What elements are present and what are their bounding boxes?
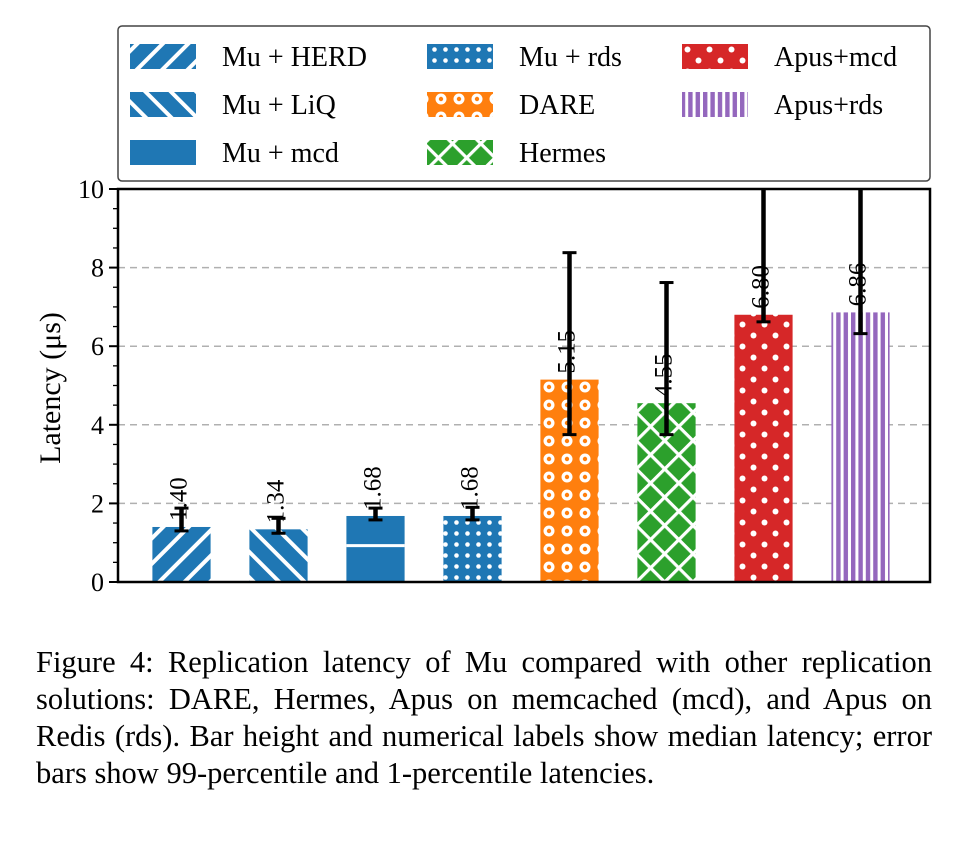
- bars: [152, 312, 890, 582]
- legend-label: Apus+mcd: [774, 42, 897, 73]
- y-axis-label: Latency (μs): [34, 312, 67, 464]
- grid-lines: [118, 266, 930, 505]
- plot-frame: [116, 187, 932, 584]
- chart-svg: 1.40 1.34 1.68 1.68 5.15 4.55 6.80 6.86 0 2 4 6 8 10…: [34, 25, 932, 597]
- y-tick-label: 0: [91, 568, 104, 597]
- axes: 0 2 4 6 8 10: [78, 175, 932, 597]
- value-label: 6.86: [845, 263, 872, 307]
- legend-swatch: [427, 44, 493, 69]
- legend-label: Mu + HERD: [222, 42, 367, 73]
- legend-swatch: [130, 44, 196, 69]
- value-label: 1.68: [360, 466, 387, 510]
- value-label: 4.55: [651, 353, 678, 397]
- error-bars: [174, 189, 868, 535]
- legend-swatch: [130, 140, 196, 165]
- legend: Mu + HERD Mu + LiQ Mu + mcd Mu + rds DARE Her…: [117, 25, 931, 182]
- legend-label: Apus+rds: [774, 90, 883, 121]
- value-labels: 1.40 1.34 1.68 1.68 5.15 4.55 6.80 6.86: [166, 263, 872, 524]
- chart: 1.40 1.34 1.68 1.68 5.15 4.55 6.80 6.86 0 2 4 6 8 10…: [34, 25, 932, 597]
- legend-swatch: [427, 140, 493, 165]
- y-tick-label: 2: [91, 489, 104, 518]
- value-label: 1.34: [263, 479, 290, 523]
- y-tick-label: 8: [91, 254, 104, 283]
- value-label: 6.80: [748, 265, 775, 309]
- legend-swatch: [130, 92, 196, 117]
- bar-mu-liq: [249, 529, 308, 582]
- y-tick-label: 10: [78, 175, 104, 204]
- bar-apus-mcd: [734, 314, 793, 582]
- bar-apus-rds: [831, 312, 890, 582]
- y-tick-label: 4: [91, 411, 104, 440]
- legend-label: Mu + mcd: [222, 138, 339, 169]
- bar-mu-mcd: [346, 515, 405, 582]
- y-tick-label: 6: [91, 332, 104, 361]
- bar-mu-herd: [152, 526, 211, 582]
- figure-caption: Figure 4: Replication latency of Mu comp…: [36, 645, 932, 790]
- value-label: 1.40: [166, 477, 193, 521]
- legend-label: Hermes: [519, 138, 606, 169]
- value-label: 1.68: [457, 466, 484, 510]
- legend-swatch: [427, 92, 493, 117]
- value-label: 5.15: [554, 330, 581, 374]
- legend-label: Mu + LiQ: [222, 90, 336, 121]
- legend-swatch: [682, 92, 748, 117]
- legend-swatch: [682, 44, 748, 69]
- bar-mu-rds: [443, 515, 502, 582]
- legend-label: DARE: [519, 90, 595, 121]
- legend-label: Mu + rds: [519, 42, 622, 73]
